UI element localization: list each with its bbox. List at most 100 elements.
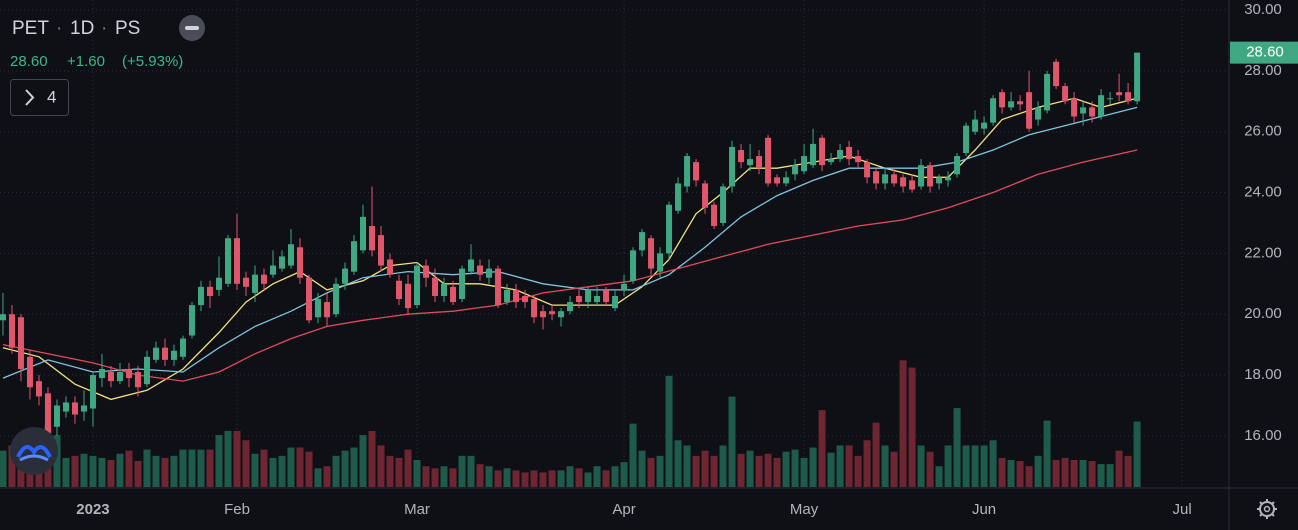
candle-body	[71, 402, 78, 415]
x-tick-label: May	[790, 501, 819, 518]
volume-bar	[926, 451, 934, 487]
candle-body	[315, 299, 322, 318]
candle-body	[486, 268, 493, 278]
candle-body	[909, 180, 916, 190]
volume-bar	[206, 449, 214, 487]
volume-bar	[872, 422, 880, 487]
candle-body	[459, 268, 466, 300]
volume-bar	[53, 435, 61, 487]
candle-body	[846, 146, 853, 160]
settings-button[interactable]	[1257, 499, 1277, 519]
candle-body	[567, 302, 574, 312]
volume-bar	[134, 461, 142, 487]
candle-body	[729, 146, 736, 187]
volume-bar	[0, 450, 7, 487]
logo[interactable]	[10, 427, 58, 475]
last-price: 28.60	[10, 53, 48, 70]
candle-body	[161, 347, 168, 360]
volume-bar	[890, 451, 898, 487]
moving-average	[2, 106, 1138, 379]
candle-body	[603, 289, 610, 303]
candle-body	[1053, 61, 1060, 87]
volume-bar	[296, 447, 304, 487]
interval[interactable]: 1D	[70, 18, 94, 39]
volume-bar	[494, 470, 502, 487]
volume-bar	[719, 445, 727, 487]
indicator-count: 4	[47, 87, 56, 106]
candle-body	[143, 356, 150, 385]
candle-body	[945, 177, 952, 181]
volume-bar	[458, 455, 466, 487]
volume-bar	[98, 457, 106, 487]
candle-body	[918, 165, 925, 187]
candle-body	[585, 289, 592, 303]
candle-body	[549, 311, 556, 315]
volume-bar	[107, 460, 115, 487]
volume-bar	[1061, 457, 1069, 487]
candle-body	[1089, 107, 1096, 117]
volume-bar	[143, 449, 151, 487]
volume-bar	[791, 449, 799, 487]
volume-bar	[170, 455, 178, 487]
volume-bar	[341, 450, 349, 487]
volume-bar	[404, 449, 412, 487]
candle-body	[819, 137, 826, 166]
symbol[interactable]: PET	[12, 18, 49, 39]
collapse-button[interactable]	[179, 15, 205, 41]
candle-body	[504, 289, 511, 303]
volume-bar	[305, 451, 313, 487]
candle-body	[116, 372, 123, 382]
volume-bar	[1007, 460, 1015, 487]
volume-bar	[827, 452, 835, 487]
candle-body	[810, 143, 817, 166]
volume-bar	[530, 470, 538, 487]
candle-body	[882, 174, 889, 184]
candle-body	[80, 405, 87, 412]
volume-bar	[962, 445, 970, 487]
candle-body	[441, 283, 448, 296]
candle-body	[1071, 98, 1078, 117]
candle-body	[233, 238, 240, 284]
volume-bar	[314, 468, 322, 487]
last-price-marker	[1230, 41, 1298, 64]
volume-bar	[998, 457, 1006, 487]
candle-body	[900, 177, 907, 187]
candle-body	[936, 177, 943, 184]
volume-bar	[422, 466, 430, 487]
volume-bar	[413, 460, 421, 487]
volume-bar	[323, 466, 331, 487]
y-tick-label: 26.00	[1244, 123, 1282, 140]
candle-body	[324, 302, 331, 318]
volume-bar	[746, 450, 754, 487]
y-tick-label: 24.00	[1244, 184, 1282, 201]
candle-body	[260, 274, 267, 284]
x-tick-label: 2023	[76, 501, 109, 518]
volume-bar	[476, 464, 484, 487]
volume-bar	[620, 462, 628, 487]
x-tick-label: Jul	[1173, 501, 1192, 518]
candle-body	[1026, 92, 1033, 129]
candle-body	[107, 372, 114, 382]
volume-bar	[467, 455, 475, 487]
volume-bar	[431, 468, 439, 487]
candle-body	[333, 283, 340, 315]
candle-body	[360, 216, 367, 251]
exchange: PS	[115, 18, 140, 39]
volume-bar	[161, 457, 169, 487]
volume-bar	[503, 468, 511, 487]
candle-body	[621, 283, 628, 290]
volume-bar	[1034, 455, 1042, 487]
candle-body	[522, 295, 529, 303]
candle-body	[792, 165, 799, 175]
volume-bar	[683, 445, 691, 487]
candle-body	[873, 171, 880, 184]
volume-bar	[953, 408, 961, 487]
volume-bar	[665, 375, 673, 487]
candle-body	[288, 244, 295, 266]
volume-bar	[971, 445, 979, 487]
separator: ·	[101, 18, 107, 39]
indicators-toggle[interactable]: 4	[10, 79, 69, 116]
candle-body	[513, 289, 520, 303]
volume-bar	[89, 455, 97, 487]
